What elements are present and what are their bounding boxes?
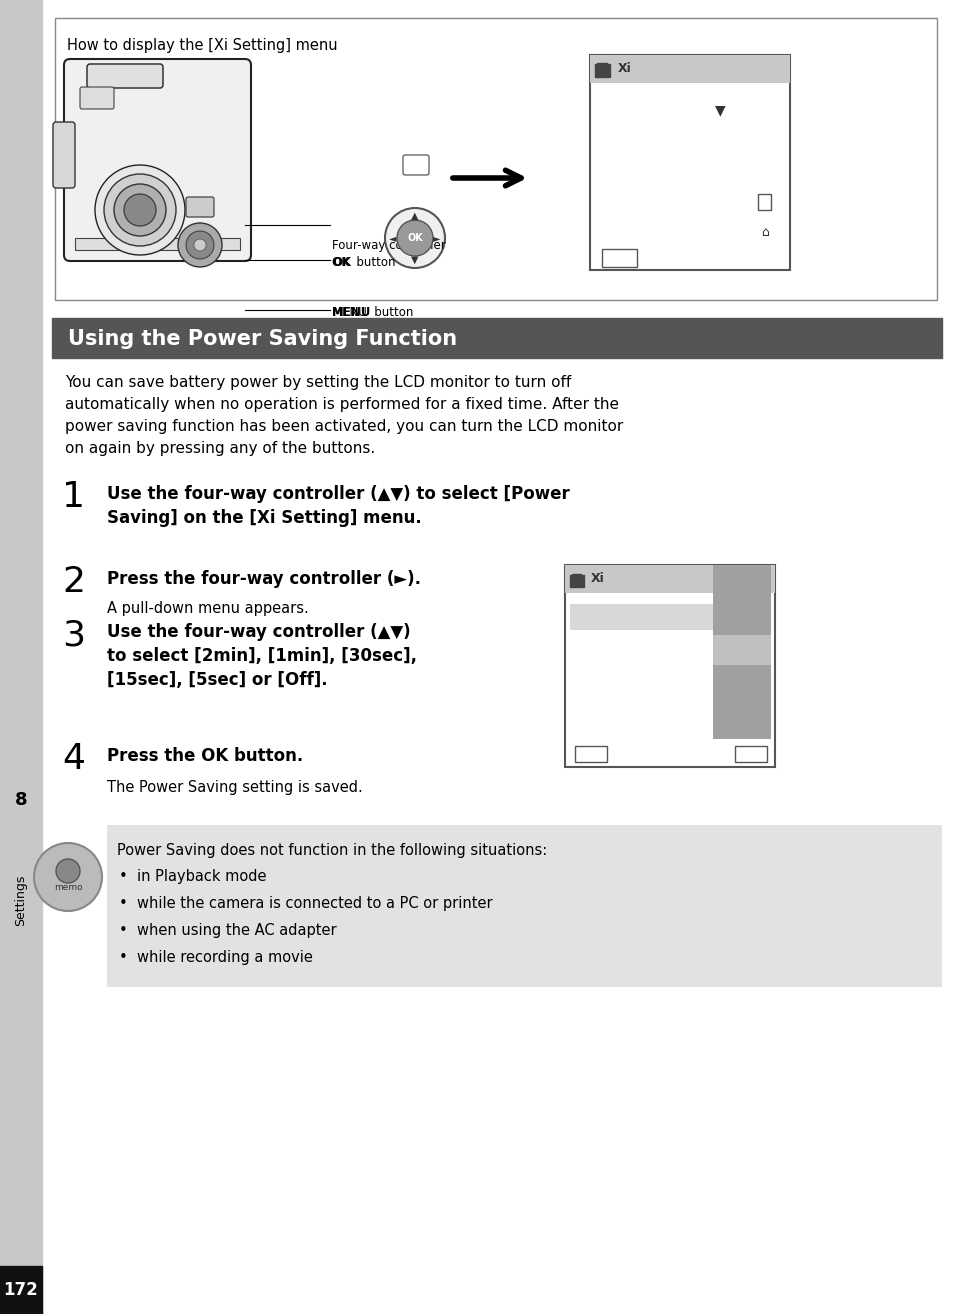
Text: power saving function has been activated, you can turn the LCD monitor: power saving function has been activated… — [65, 419, 622, 434]
Bar — [589, 55, 789, 83]
Bar — [572, 574, 580, 581]
Text: OK: OK — [332, 256, 351, 269]
Text: Settings: Settings — [14, 874, 28, 925]
FancyBboxPatch shape — [75, 238, 240, 250]
Text: OK  button: OK button — [332, 256, 395, 269]
Text: 8: 8 — [14, 791, 28, 809]
Bar — [601, 248, 637, 267]
Bar — [758, 194, 770, 210]
Bar — [52, 318, 941, 357]
Text: 3: 3 — [62, 618, 85, 652]
Bar — [564, 565, 774, 593]
Circle shape — [385, 208, 444, 268]
Text: to select [2min], [1min], [30sec],: to select [2min], [1min], [30sec], — [107, 646, 416, 665]
Circle shape — [178, 223, 222, 267]
Bar — [564, 565, 774, 767]
Circle shape — [193, 239, 206, 251]
Bar — [0, 1265, 42, 1314]
Text: •  when using the AC adapter: • when using the AC adapter — [119, 922, 336, 938]
FancyBboxPatch shape — [186, 197, 213, 217]
Text: automatically when no operation is performed for a fixed time. After the: automatically when no operation is perfo… — [65, 397, 618, 413]
Bar — [0, 0, 42, 1314]
Text: ◄: ◄ — [389, 233, 396, 243]
Text: OK: OK — [407, 233, 422, 243]
Bar — [734, 746, 766, 762]
Text: ►: ► — [433, 233, 440, 243]
Bar — [575, 746, 606, 762]
Text: ▼: ▼ — [714, 102, 724, 117]
Text: on again by pressing any of the buttons.: on again by pressing any of the buttons. — [65, 442, 375, 456]
Text: A pull-down menu appears.: A pull-down menu appears. — [107, 600, 309, 616]
Circle shape — [113, 184, 166, 237]
Circle shape — [104, 173, 175, 246]
Text: ▼: ▼ — [411, 255, 418, 265]
Text: Use the four-way controller (▲▼) to select [Power: Use the four-way controller (▲▼) to sele… — [107, 485, 569, 503]
Text: •  while recording a movie: • while recording a movie — [119, 950, 313, 964]
Bar — [55, 18, 936, 300]
Bar — [569, 604, 720, 629]
Circle shape — [124, 194, 156, 226]
Text: 2: 2 — [62, 565, 85, 599]
FancyBboxPatch shape — [402, 155, 429, 175]
Bar — [597, 63, 606, 71]
Bar — [712, 635, 770, 665]
Circle shape — [396, 219, 433, 256]
Bar — [712, 565, 770, 738]
Text: How to display the [Xi Setting] menu: How to display the [Xi Setting] menu — [67, 38, 337, 53]
Text: ▲: ▲ — [411, 212, 418, 221]
Circle shape — [56, 859, 80, 883]
Circle shape — [186, 231, 213, 259]
Text: [15sec], [5sec] or [Off].: [15sec], [5sec] or [Off]. — [107, 671, 327, 689]
FancyBboxPatch shape — [87, 64, 163, 88]
Text: Use the four-way controller (▲▼): Use the four-way controller (▲▼) — [107, 623, 410, 641]
Text: Press the four-way controller (►).: Press the four-way controller (►). — [107, 570, 420, 587]
Text: Saving] on the [Xi Setting] menu.: Saving] on the [Xi Setting] menu. — [107, 509, 421, 527]
Text: Four-way controller: Four-way controller — [332, 239, 445, 251]
FancyBboxPatch shape — [80, 87, 113, 109]
Bar — [107, 825, 941, 987]
Text: memo: memo — [53, 883, 82, 891]
Bar — [595, 64, 609, 78]
Circle shape — [95, 166, 185, 255]
FancyBboxPatch shape — [64, 59, 251, 261]
Text: 172: 172 — [4, 1281, 38, 1300]
Text: •  in Playback mode: • in Playback mode — [119, 869, 266, 884]
Bar — [589, 55, 789, 269]
Text: You can save battery power by setting the LCD monitor to turn off: You can save battery power by setting th… — [65, 374, 571, 390]
Bar — [569, 576, 583, 587]
Text: Press the OK button.: Press the OK button. — [107, 746, 303, 765]
Text: Power Saving does not function in the following situations:: Power Saving does not function in the fo… — [117, 844, 547, 858]
Text: •  while the camera is connected to a PC or printer: • while the camera is connected to a PC … — [119, 896, 492, 911]
Text: The Power Saving setting is saved.: The Power Saving setting is saved. — [107, 781, 362, 795]
Text: MENU: MENU — [332, 306, 371, 319]
Text: 1: 1 — [62, 480, 85, 514]
Text: Using the Power Saving Function: Using the Power Saving Function — [68, 328, 456, 350]
Text: Xi: Xi — [618, 63, 631, 75]
Circle shape — [34, 844, 102, 911]
Text: Xi: Xi — [590, 573, 604, 586]
Text: MENU  button: MENU button — [332, 306, 413, 319]
Text: 4: 4 — [62, 742, 85, 777]
Text: ⌂: ⌂ — [760, 226, 768, 239]
FancyBboxPatch shape — [53, 122, 75, 188]
